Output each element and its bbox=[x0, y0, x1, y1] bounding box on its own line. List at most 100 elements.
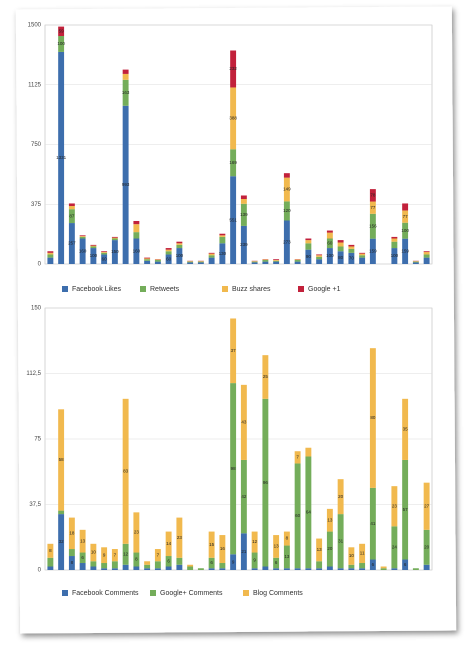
bar-segment bbox=[209, 258, 215, 264]
bar-segment bbox=[391, 237, 397, 239]
bar-segment bbox=[58, 511, 64, 514]
data-label: 96 bbox=[263, 480, 269, 485]
data-label: 16 bbox=[220, 546, 226, 551]
data-label: 20 bbox=[424, 544, 430, 549]
bar-segment bbox=[101, 251, 107, 252]
data-label: 23 bbox=[177, 535, 183, 540]
data-label: 159 bbox=[369, 249, 377, 254]
bar-segment bbox=[123, 70, 129, 74]
data-label: 25 bbox=[263, 374, 269, 379]
bar-segment bbox=[144, 568, 150, 570]
bar-segment bbox=[424, 565, 430, 570]
data-label: 551 bbox=[229, 217, 237, 222]
bar-segment bbox=[241, 195, 247, 199]
data-label: 156 bbox=[369, 223, 377, 228]
data-label: 60 bbox=[166, 256, 172, 261]
bar-segment bbox=[176, 242, 182, 244]
bar-segment bbox=[219, 234, 225, 236]
data-label: 60 bbox=[102, 256, 108, 261]
bar-segment bbox=[166, 248, 172, 250]
bar-segment bbox=[316, 259, 322, 264]
bar-segment bbox=[305, 243, 311, 249]
bar-segment bbox=[101, 252, 107, 253]
bar-segment bbox=[112, 237, 118, 238]
bar-segment bbox=[316, 255, 322, 257]
data-label: 139 bbox=[240, 212, 248, 217]
data-label: 77 bbox=[403, 214, 409, 219]
bar-segment bbox=[80, 235, 86, 236]
data-label: 10 bbox=[349, 553, 355, 558]
bar-segment bbox=[90, 246, 96, 248]
bar-segment bbox=[305, 239, 311, 241]
data-label: 11 bbox=[360, 551, 365, 556]
data-label: 77 bbox=[370, 205, 376, 210]
bar-segment bbox=[359, 255, 365, 257]
y-tick-label: 112,5 bbox=[26, 371, 41, 377]
bar-segment bbox=[90, 561, 96, 566]
bar-segment bbox=[133, 224, 139, 232]
bar-segment bbox=[381, 568, 387, 570]
bar-segment bbox=[219, 235, 225, 237]
bar-segment bbox=[305, 240, 311, 243]
data-label: 78 bbox=[370, 193, 376, 198]
legend-label: Blog Comments bbox=[253, 590, 303, 597]
bar-segment bbox=[327, 567, 333, 570]
bar-segment bbox=[273, 568, 279, 570]
y-tick-label: 150 bbox=[31, 306, 42, 312]
legend-swatch bbox=[62, 590, 68, 596]
data-label: 20 bbox=[338, 494, 344, 499]
data-label: 57 bbox=[403, 507, 409, 512]
data-label: 100 bbox=[90, 253, 98, 258]
data-label: 37 bbox=[231, 348, 237, 353]
data-label: 12 bbox=[123, 551, 129, 556]
data-label: 23 bbox=[134, 530, 140, 535]
bar-segment bbox=[123, 565, 129, 570]
data-label: 59 bbox=[59, 28, 65, 33]
bar-segment bbox=[381, 567, 387, 569]
bar-segment bbox=[47, 254, 53, 257]
bar-segment bbox=[101, 253, 107, 255]
bar-segment bbox=[273, 262, 279, 264]
bar-segment bbox=[284, 173, 290, 177]
data-label: 993 bbox=[122, 182, 130, 187]
bar-segment bbox=[112, 568, 118, 570]
data-label: 130 bbox=[219, 251, 227, 256]
bar-segment bbox=[359, 253, 365, 254]
legend-label: Retweets bbox=[150, 286, 180, 293]
bar-segment bbox=[327, 233, 333, 239]
bar-segment bbox=[348, 565, 354, 568]
bar-segment bbox=[144, 259, 150, 261]
bar-segment bbox=[295, 262, 301, 264]
data-label: 20 bbox=[327, 546, 333, 551]
bar-segment bbox=[241, 199, 247, 204]
data-label: 98 bbox=[231, 466, 237, 471]
bar-segment bbox=[359, 254, 365, 256]
bar-segment bbox=[359, 568, 365, 570]
legend-swatch bbox=[243, 590, 249, 596]
bar-segment bbox=[252, 262, 258, 263]
data-label: 169 bbox=[229, 160, 237, 165]
bar-segment bbox=[348, 249, 354, 253]
bar-segment bbox=[413, 568, 419, 570]
bar-segment bbox=[144, 565, 150, 568]
bar-segment bbox=[112, 239, 118, 241]
legend-label: Facebook Comments bbox=[72, 590, 139, 597]
bar-segment bbox=[391, 568, 397, 570]
legend-swatch bbox=[150, 590, 156, 596]
data-label: 58 bbox=[59, 457, 65, 462]
bar-segment bbox=[262, 260, 268, 262]
bar-segment bbox=[359, 258, 365, 264]
data-label: 83 bbox=[123, 469, 129, 474]
bar-segment bbox=[176, 243, 182, 245]
bar-segment bbox=[402, 203, 408, 210]
bar-segment bbox=[348, 245, 354, 247]
bar-segment bbox=[155, 561, 161, 568]
bar-segment bbox=[144, 258, 150, 259]
data-label: 32 bbox=[59, 539, 65, 544]
bar-segment bbox=[413, 262, 419, 264]
data-label: 273 bbox=[283, 239, 291, 244]
data-label: 12 bbox=[252, 539, 258, 544]
bar-segment bbox=[316, 254, 322, 255]
bar-segment bbox=[338, 242, 344, 246]
bar-segment bbox=[101, 563, 107, 568]
